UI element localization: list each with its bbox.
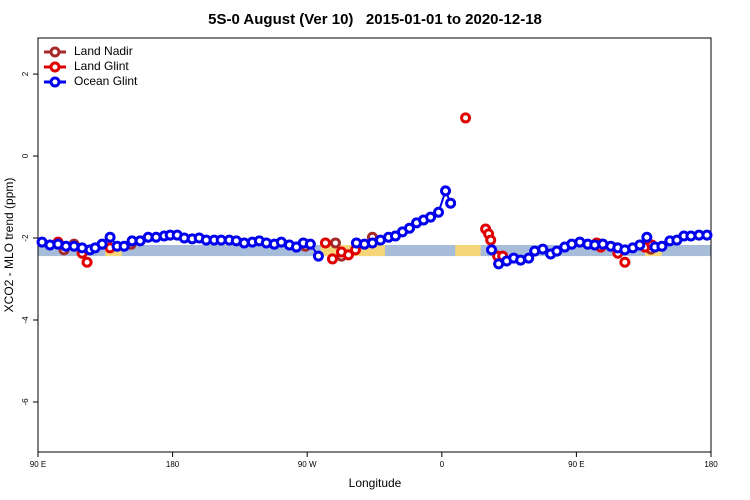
data-point (656, 240, 668, 252)
data-point (445, 197, 457, 209)
legend-marker (49, 61, 61, 73)
data-point (312, 250, 324, 262)
data-point (342, 249, 354, 261)
data-point (619, 256, 631, 268)
data-point (81, 256, 93, 268)
data-point (319, 237, 331, 249)
legend-marker (49, 76, 61, 88)
data-point (96, 238, 108, 250)
data-point (523, 252, 535, 264)
legend-label: Land Nadir (74, 44, 133, 58)
data-point (118, 240, 130, 252)
data-point (304, 238, 316, 250)
y-tick-label: 0 (21, 153, 30, 158)
data-point (460, 112, 472, 124)
data-point (486, 244, 498, 256)
x-tick-label: 90 W (298, 460, 317, 469)
x-tick-label: 0 (440, 460, 445, 469)
legend-label: Land Glint (74, 59, 129, 73)
data-point (537, 243, 549, 255)
data-point (634, 239, 646, 251)
band-segment (455, 245, 481, 257)
data-point (329, 237, 341, 249)
x-tick-label: 180 (704, 460, 718, 469)
data-point (425, 211, 437, 223)
data-point (326, 253, 338, 265)
data-point (104, 231, 116, 243)
data-point (701, 229, 713, 241)
y-axis-label: XCO2 - MLO trend (ppm) (2, 178, 16, 313)
y-tick-label: 2 (21, 71, 30, 76)
data-point (551, 245, 563, 257)
chart-title: 5S-0 August (Ver 10) 2015-01-01 to 2020-… (208, 11, 542, 28)
data-point (440, 185, 452, 197)
y-tick-label: -6 (21, 398, 30, 406)
x-axis-label: Longitude (349, 476, 402, 490)
data-point (641, 231, 653, 243)
data-point (403, 222, 415, 234)
y-tick-label: -4 (21, 316, 30, 324)
x-tick-label: 180 (166, 460, 180, 469)
legend-marker (49, 46, 61, 58)
data-point (433, 206, 445, 218)
x-tick-label: 90 E (568, 460, 584, 469)
data-point (485, 234, 497, 246)
y-tick-label: -2 (21, 234, 30, 242)
x-tick-label: 90 E (30, 460, 46, 469)
legend-label: Ocean Glint (74, 74, 138, 88)
